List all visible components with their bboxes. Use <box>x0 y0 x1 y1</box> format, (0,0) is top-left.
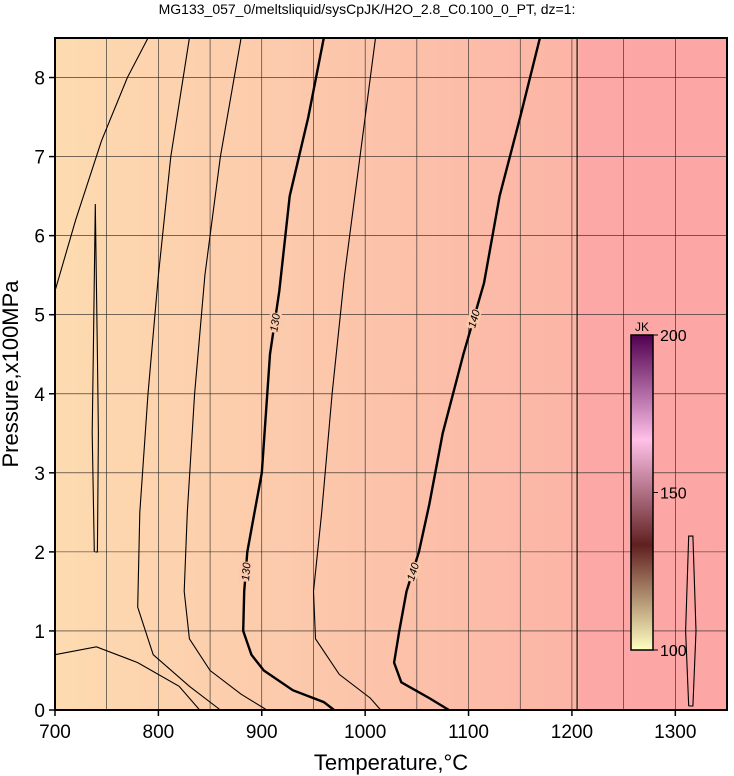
contour-line <box>54 646 201 711</box>
colorbar-tick-label: 200 <box>660 328 687 345</box>
contour-line <box>241 37 335 711</box>
y-tick-label: 6 <box>34 227 45 248</box>
y-tick-label: 7 <box>34 148 45 169</box>
colorbar-label: JK <box>635 320 649 334</box>
x-tick-label: 1000 <box>344 722 386 743</box>
contour-label-bg <box>465 307 483 330</box>
x-tick-label: 1300 <box>654 722 696 743</box>
contour-line <box>137 37 221 711</box>
y-tick-label: 8 <box>34 69 45 90</box>
colorbar <box>630 334 654 651</box>
y-axis-label: Pressure,x100MPa <box>0 280 23 468</box>
y-tick-label: 4 <box>34 385 45 406</box>
x-axis-label: Temperature,°C <box>314 750 468 775</box>
plot-frame <box>54 37 728 711</box>
contour-line <box>392 37 542 712</box>
contour-line <box>312 37 382 711</box>
chart-title: MG133_057_0/meltsliquid/sysCpJK/H2O_2.8_… <box>159 1 576 17</box>
y-tick-label: 3 <box>34 464 45 485</box>
x-tick-label: 700 <box>39 722 71 743</box>
colorbar-tick-label: 150 <box>660 486 687 503</box>
contour-label-bg <box>403 560 422 583</box>
x-tick-label: 900 <box>246 722 278 743</box>
contour-line <box>685 535 697 707</box>
y-tick-label: 2 <box>34 543 45 564</box>
contour-label: 140 <box>405 561 422 583</box>
x-tick-label: 800 <box>143 722 175 743</box>
contour-label: 130 <box>268 312 283 333</box>
contour-label: 140 <box>466 308 483 330</box>
contour-line <box>183 37 268 711</box>
contour-label: 130 <box>240 561 253 581</box>
contour-label-bg <box>238 561 253 583</box>
y-tick-label: 0 <box>34 701 45 722</box>
contour-label-bg <box>267 311 283 334</box>
x-tick-label: 1200 <box>551 722 593 743</box>
y-tick-label: 1 <box>34 622 45 643</box>
y-tick-label: 5 <box>34 306 45 327</box>
contour-line <box>91 203 99 553</box>
contour-line <box>54 37 149 292</box>
plot-background <box>55 38 727 710</box>
colorbar-tick-label: 100 <box>660 643 687 660</box>
x-tick-label: 1100 <box>448 722 489 743</box>
